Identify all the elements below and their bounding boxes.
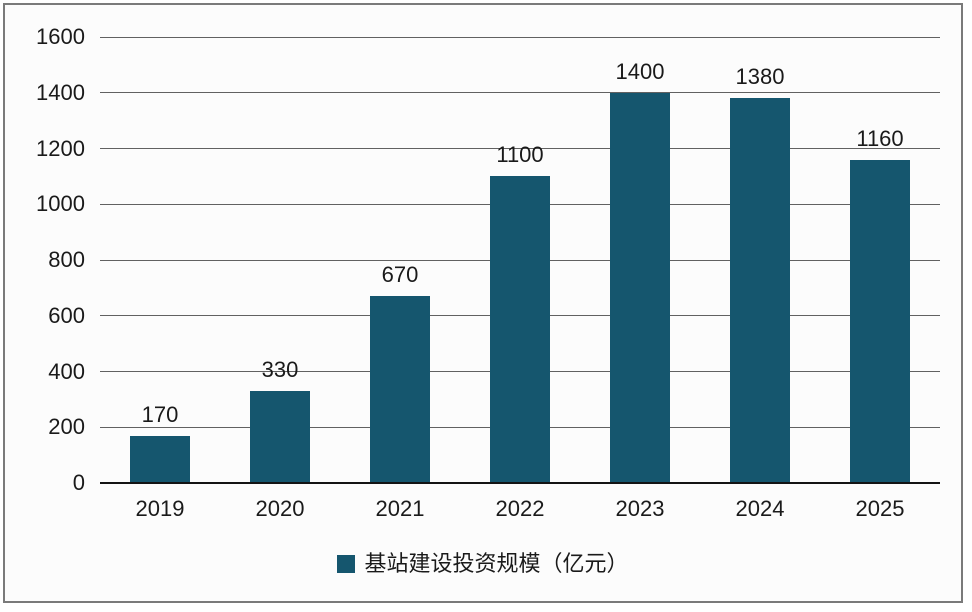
gridline <box>100 148 940 149</box>
gridline <box>100 36 940 38</box>
x-tick-label: 2025 <box>855 496 905 521</box>
x-tick-label: 2020 <box>255 496 305 521</box>
bar-value-label: 670 <box>381 262 419 288</box>
legend-swatch-icon <box>337 555 356 573</box>
bar-2023 <box>610 92 670 483</box>
x-tick-label: 2021 <box>375 496 425 521</box>
bar-value-label: 1100 <box>496 142 544 168</box>
y-tick-label: 200 <box>48 414 85 440</box>
bar-2022 <box>490 176 550 483</box>
bar-2024 <box>730 98 790 483</box>
y-tick-label: 1200 <box>36 135 85 161</box>
y-tick-label: 400 <box>48 358 85 384</box>
bar-2020 <box>250 391 310 483</box>
x-tick-label: 2022 <box>495 496 545 521</box>
plot-area: 170 330 670 1100 1400 1380 1160 <box>100 36 940 483</box>
bar-value-label: 1380 <box>735 64 785 90</box>
y-tick-label: 600 <box>48 302 85 328</box>
bar-2025 <box>850 159 910 483</box>
y-tick-label: 1600 <box>36 24 85 49</box>
y-tick-label: 800 <box>48 247 85 272</box>
bar-value-label: 330 <box>261 357 299 383</box>
bar-value-label: 1400 <box>615 58 665 84</box>
x-axis-line <box>100 482 940 484</box>
gridline <box>100 92 940 94</box>
bar-2021 <box>370 296 430 483</box>
chart-frame: 0 200 400 600 800 1000 1200 1400 1600 170 330 670 1… <box>3 3 963 603</box>
legend-label: 基站建设投资规模（亿元） <box>364 551 629 576</box>
y-tick-label: 1000 <box>36 191 85 217</box>
bar-value-label: 170 <box>141 401 179 427</box>
x-tick-label: 2023 <box>615 496 665 521</box>
x-tick-label: 2019 <box>135 496 185 521</box>
x-tick-label: 2024 <box>735 496 785 521</box>
bar-2019 <box>130 435 190 483</box>
bar-value-label: 1160 <box>856 125 904 151</box>
y-tick-label: 0 <box>72 470 85 495</box>
legend: 基站建设投资规模（亿元） <box>5 551 961 577</box>
y-tick-label: 1400 <box>36 79 85 105</box>
